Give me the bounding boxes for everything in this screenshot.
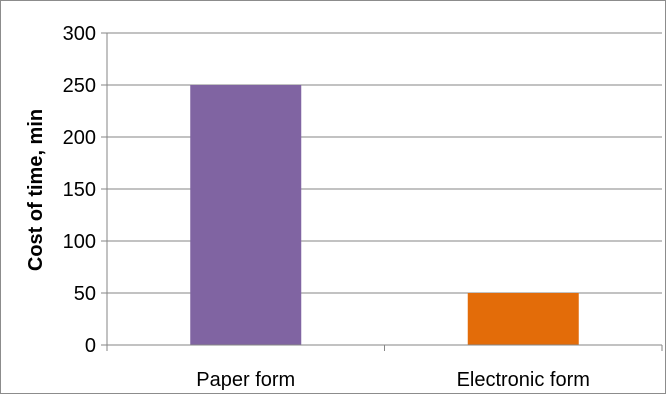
x-tick-labels: Paper form Electronic form bbox=[106, 345, 663, 391]
bars bbox=[190, 85, 579, 345]
y-tick-labels: 0 50 100 150 200 250 300 bbox=[63, 23, 107, 357]
y-tick-label: 200 bbox=[63, 127, 96, 149]
x-tick-label: Electronic form bbox=[457, 369, 590, 391]
y-tick-label: 150 bbox=[63, 179, 96, 201]
y-tick-label: 300 bbox=[63, 23, 96, 45]
y-tick-label: 0 bbox=[85, 335, 96, 357]
bar-paper-form bbox=[190, 85, 302, 345]
y-tick-label: 50 bbox=[74, 283, 96, 305]
y-tick-label: 100 bbox=[63, 231, 96, 253]
x-tick-label: Paper form bbox=[196, 369, 295, 391]
y-tick-label: 250 bbox=[63, 75, 96, 97]
bar-electronic-form bbox=[467, 293, 579, 345]
y-axis-title: Cost of time, min bbox=[25, 109, 47, 271]
